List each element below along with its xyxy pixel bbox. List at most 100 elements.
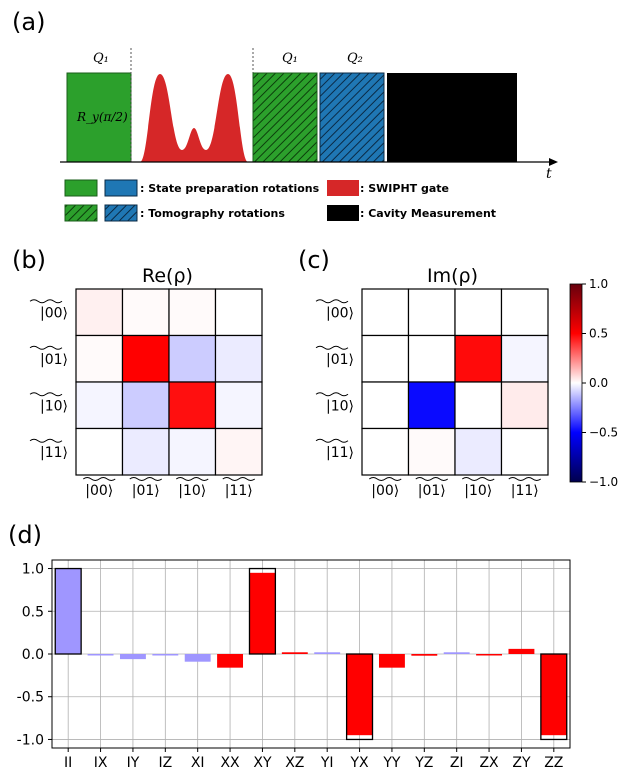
tomography-pulse-q1 (252, 72, 318, 163)
heatmap-col-label: |10⟩ (178, 483, 206, 499)
heatmap-row-label: |00⟩ (40, 305, 68, 321)
bar-measured (55, 568, 82, 654)
legend-swatch-green-hatched (64, 204, 98, 222)
heatmap-cell (454, 334, 503, 383)
x-tick-label: IZ (158, 755, 172, 771)
heatmap-cell (214, 288, 263, 337)
bar-measured (249, 572, 276, 654)
heatmap-cell (121, 334, 170, 383)
heatmap-col-label: |01⟩ (132, 483, 160, 499)
x-tick-label: XX (220, 755, 240, 771)
cavity-measurement-pulse (387, 73, 517, 162)
x-tick-label: II (64, 755, 72, 771)
heatmap-cell (500, 288, 549, 337)
bar-measured (540, 654, 567, 736)
x-tick-label: YX (349, 755, 369, 771)
heatmap-cell (168, 334, 217, 383)
panel-label-d: (d) (8, 521, 42, 549)
heatmap-col-label: |11⟩ (225, 483, 253, 499)
heatmap-re-title: Re(ρ) (142, 265, 193, 287)
heatmap-cell (168, 381, 217, 430)
heatmap-row-label: |11⟩ (40, 445, 68, 461)
heatmap-cell (361, 381, 410, 430)
heatmap-cell (121, 381, 170, 430)
x-tick-label: YI (320, 755, 334, 771)
x-tick-label: YY (382, 755, 401, 771)
bar-ideal-outline (54, 567, 82, 655)
heatmap-cell (500, 334, 549, 383)
heatmap-row-label: |01⟩ (326, 352, 354, 368)
legend-state-prep: : State preparation rotations (140, 182, 320, 195)
heatmap-cell (454, 288, 503, 337)
colorbar (569, 283, 583, 483)
x-tick-label: IY (127, 755, 140, 771)
tilde-mark (129, 477, 163, 481)
heatmap-row-label: |11⟩ (326, 445, 354, 461)
heatmap-row-label: |01⟩ (40, 352, 68, 368)
bar-measured (476, 654, 503, 656)
legend-swatch-red (327, 180, 359, 196)
state-prep-pulse-q1 (66, 72, 132, 163)
bar-measured (217, 654, 244, 668)
bar-measured (378, 654, 405, 668)
x-tick-label: IX (94, 755, 108, 771)
bar-measured (346, 654, 373, 736)
bar-measured (411, 654, 438, 656)
y-tick-label: -1.0 (17, 732, 44, 748)
tilde-mark (315, 438, 349, 443)
tilde-mark (315, 392, 349, 397)
tilde-mark (29, 392, 63, 397)
bar-ideal-outline (248, 567, 277, 655)
y-tick-label: 0.5 (22, 604, 44, 620)
q2-label: Q₂ (347, 51, 363, 66)
heatmap-cell (75, 381, 124, 430)
tilde-mark (175, 477, 209, 481)
heatmap-real: |00⟩ |01⟩ |10⟩ |11⟩ |00⟩ |01⟩ |10⟩ |11⟩ (29, 288, 263, 499)
heatmap-col-label: |01⟩ (418, 483, 446, 499)
panel-label-c: (c) (298, 246, 330, 274)
legend-tomography: : Tomography rotations (140, 207, 285, 220)
heatmap-cell (361, 427, 410, 476)
heatmap-col-label: |10⟩ (464, 483, 492, 499)
legend-swipht: : SWIPHT gate (360, 182, 449, 195)
heatmap-col-label: |00⟩ (371, 483, 399, 499)
heatmap-row-label: |10⟩ (326, 398, 354, 414)
q1-label-2: Q₁ (282, 51, 298, 66)
tilde-mark (29, 438, 63, 443)
y-tick-label: 0.0 (22, 647, 44, 663)
heatmap-cell (75, 334, 124, 383)
y-tick-label: -0.5 (17, 690, 44, 706)
heatmap-im-title: Im(ρ) (427, 265, 478, 287)
legend-cavity: : Cavity Measurement (360, 207, 496, 220)
heatmap-cell (168, 427, 217, 476)
bar-measured (119, 654, 146, 660)
heatmap-cell (214, 334, 263, 383)
bar-measured (184, 654, 211, 662)
x-tick-label: ZY (512, 755, 531, 771)
heatmap-cell (168, 288, 217, 337)
x-tick-label: XY (253, 755, 272, 771)
bar-measured (314, 652, 341, 654)
tilde-mark (315, 345, 349, 350)
heatmap-cell (500, 427, 549, 476)
q1-label-1: Q₁ (93, 51, 109, 66)
x-tick-label: ZZ (544, 755, 563, 771)
y-tick-label: 1.0 (22, 562, 44, 578)
heatmap-cell (214, 381, 263, 430)
heatmap-col-label: |00⟩ (85, 483, 113, 499)
heatmap-cell (361, 288, 410, 337)
tilde-mark (315, 299, 349, 304)
legend-swatch-green (64, 179, 98, 197)
tomography-pulse-q2 (319, 72, 385, 163)
heatmap-cell (407, 288, 456, 337)
legend-swatch-blue-hatched (104, 204, 138, 222)
bar-ideal-outline (345, 653, 374, 741)
heatmap-row-label: |10⟩ (40, 398, 68, 414)
heatmap-cell (454, 427, 503, 476)
colorbar-tick-label: 0.0 (589, 376, 608, 390)
bar-measured (281, 652, 308, 654)
x-tick-label: ZX (479, 755, 499, 771)
x-tick-label: YZ (414, 755, 433, 771)
heatmap-cell (75, 427, 124, 476)
